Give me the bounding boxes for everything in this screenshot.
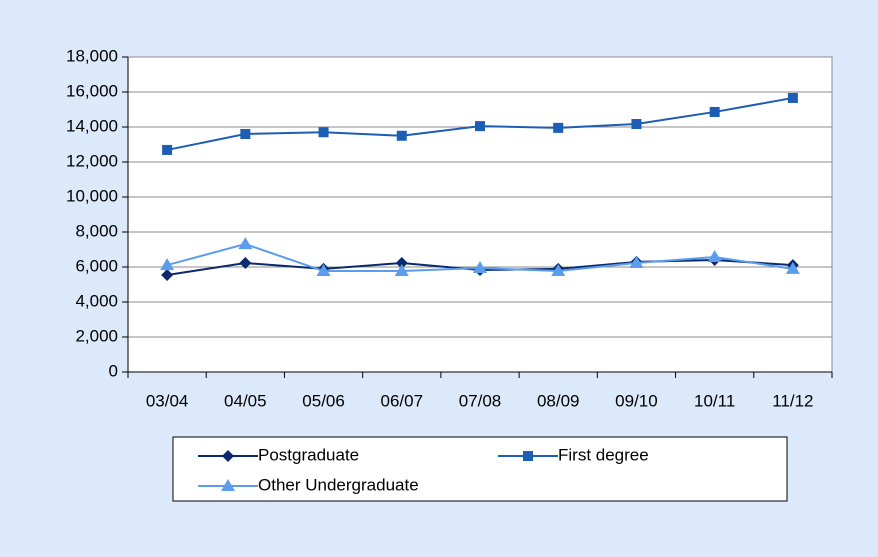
marker: [787, 92, 798, 103]
marker: [395, 256, 408, 269]
x-tick-label: 10/11: [694, 391, 735, 410]
marker: [239, 256, 252, 269]
x-tick-label: 11/12: [772, 391, 813, 410]
marker: [396, 130, 407, 141]
x-tick-label: 06/07: [381, 391, 424, 410]
marker: [523, 451, 533, 461]
x-tick-label: 05/06: [302, 391, 345, 410]
y-tick-label: 18,000: [66, 46, 118, 65]
marker: [240, 129, 251, 139]
marker: [631, 119, 642, 130]
plot-area: [127, 56, 833, 373]
y-tick-label: 12,000: [66, 151, 118, 170]
marker: [162, 144, 173, 155]
y-tick-label: 4,000: [75, 291, 118, 310]
marker: [707, 250, 722, 263]
y-tick-label: 6,000: [75, 256, 118, 275]
marker: [160, 258, 175, 271]
legend-box: [172, 436, 788, 502]
marker: [475, 121, 485, 132]
marker: [709, 106, 720, 117]
y-tick-label: 10,000: [66, 186, 118, 205]
y-tick-label: 16,000: [66, 81, 118, 100]
marker: [222, 450, 234, 462]
x-tick-label: 07/08: [459, 391, 502, 410]
legend-label: Other Undergraduate: [258, 475, 419, 494]
y-tick-label: 8,000: [75, 221, 118, 240]
x-tick-label: 09/10: [615, 391, 658, 410]
x-tick-label: 03/04: [146, 391, 189, 410]
marker: [318, 127, 329, 138]
marker: [551, 264, 566, 277]
legend-label: Postgraduate: [258, 445, 359, 464]
y-tick-label: 14,000: [66, 116, 118, 135]
marker: [238, 237, 253, 250]
legend-label: First degree: [558, 445, 649, 464]
x-tick-label: 08/09: [537, 391, 580, 410]
marker: [553, 122, 564, 133]
marker: [161, 269, 174, 282]
marker: [473, 261, 487, 274]
marker: [316, 264, 331, 277]
marker: [394, 264, 409, 277]
y-tick-label: 2,000: [75, 326, 118, 345]
marker: [629, 255, 644, 268]
marker: [221, 479, 235, 491]
marker: [785, 261, 800, 274]
x-tick-label: 04/05: [224, 391, 267, 410]
y-tick-label: 0: [109, 361, 118, 380]
